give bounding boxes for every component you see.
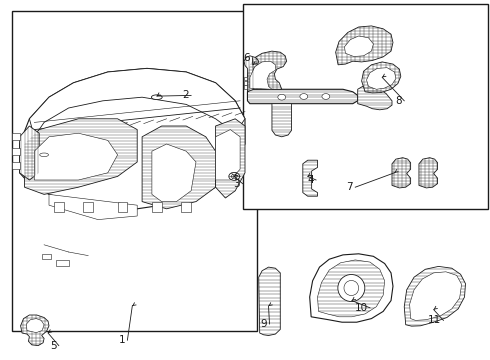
Polygon shape bbox=[34, 133, 118, 180]
Polygon shape bbox=[152, 202, 162, 212]
Polygon shape bbox=[404, 266, 466, 326]
Polygon shape bbox=[152, 144, 196, 202]
Polygon shape bbox=[336, 26, 393, 65]
Polygon shape bbox=[216, 119, 245, 198]
Polygon shape bbox=[358, 86, 392, 110]
Polygon shape bbox=[12, 133, 20, 140]
Polygon shape bbox=[244, 81, 247, 85]
Ellipse shape bbox=[40, 153, 49, 157]
Polygon shape bbox=[367, 68, 396, 89]
Polygon shape bbox=[20, 126, 39, 180]
Polygon shape bbox=[26, 319, 44, 333]
Polygon shape bbox=[410, 272, 462, 320]
Polygon shape bbox=[272, 104, 292, 137]
Polygon shape bbox=[20, 68, 245, 209]
Circle shape bbox=[300, 94, 308, 99]
Polygon shape bbox=[56, 260, 69, 266]
Polygon shape bbox=[310, 254, 393, 322]
Circle shape bbox=[278, 94, 286, 100]
Polygon shape bbox=[181, 202, 191, 212]
Polygon shape bbox=[419, 158, 438, 188]
Circle shape bbox=[229, 172, 240, 180]
Polygon shape bbox=[42, 254, 51, 259]
Polygon shape bbox=[142, 126, 216, 209]
Polygon shape bbox=[21, 315, 49, 346]
Polygon shape bbox=[250, 61, 275, 89]
Text: 5: 5 bbox=[49, 341, 56, 351]
Polygon shape bbox=[303, 160, 318, 196]
Text: 1: 1 bbox=[118, 335, 125, 345]
Polygon shape bbox=[49, 194, 137, 220]
Bar bbox=[12, 11, 257, 331]
Polygon shape bbox=[118, 202, 127, 212]
Text: 3: 3 bbox=[233, 179, 240, 189]
Polygon shape bbox=[318, 260, 385, 317]
Polygon shape bbox=[247, 51, 287, 92]
Polygon shape bbox=[344, 36, 373, 57]
Ellipse shape bbox=[151, 95, 162, 99]
Polygon shape bbox=[247, 89, 358, 104]
Ellipse shape bbox=[344, 280, 359, 296]
Text: 9: 9 bbox=[260, 319, 267, 329]
Polygon shape bbox=[244, 77, 247, 80]
Polygon shape bbox=[24, 119, 137, 194]
Bar bbox=[243, 4, 488, 209]
Polygon shape bbox=[392, 158, 411, 188]
Polygon shape bbox=[54, 202, 64, 212]
Text: 10: 10 bbox=[354, 303, 368, 313]
Polygon shape bbox=[12, 162, 20, 169]
Polygon shape bbox=[244, 85, 247, 89]
Polygon shape bbox=[362, 62, 401, 93]
Polygon shape bbox=[216, 130, 240, 180]
Circle shape bbox=[231, 174, 237, 179]
Text: 11: 11 bbox=[428, 315, 441, 325]
Ellipse shape bbox=[338, 274, 365, 302]
Text: 4: 4 bbox=[307, 175, 314, 185]
Polygon shape bbox=[29, 68, 245, 137]
Text: 6: 6 bbox=[243, 53, 250, 63]
Text: 2: 2 bbox=[182, 90, 189, 100]
Polygon shape bbox=[244, 56, 259, 92]
Polygon shape bbox=[83, 202, 93, 212]
Text: 8: 8 bbox=[395, 96, 402, 106]
Polygon shape bbox=[12, 148, 20, 155]
Text: 7: 7 bbox=[346, 182, 353, 192]
Polygon shape bbox=[259, 267, 280, 336]
Circle shape bbox=[322, 94, 330, 99]
